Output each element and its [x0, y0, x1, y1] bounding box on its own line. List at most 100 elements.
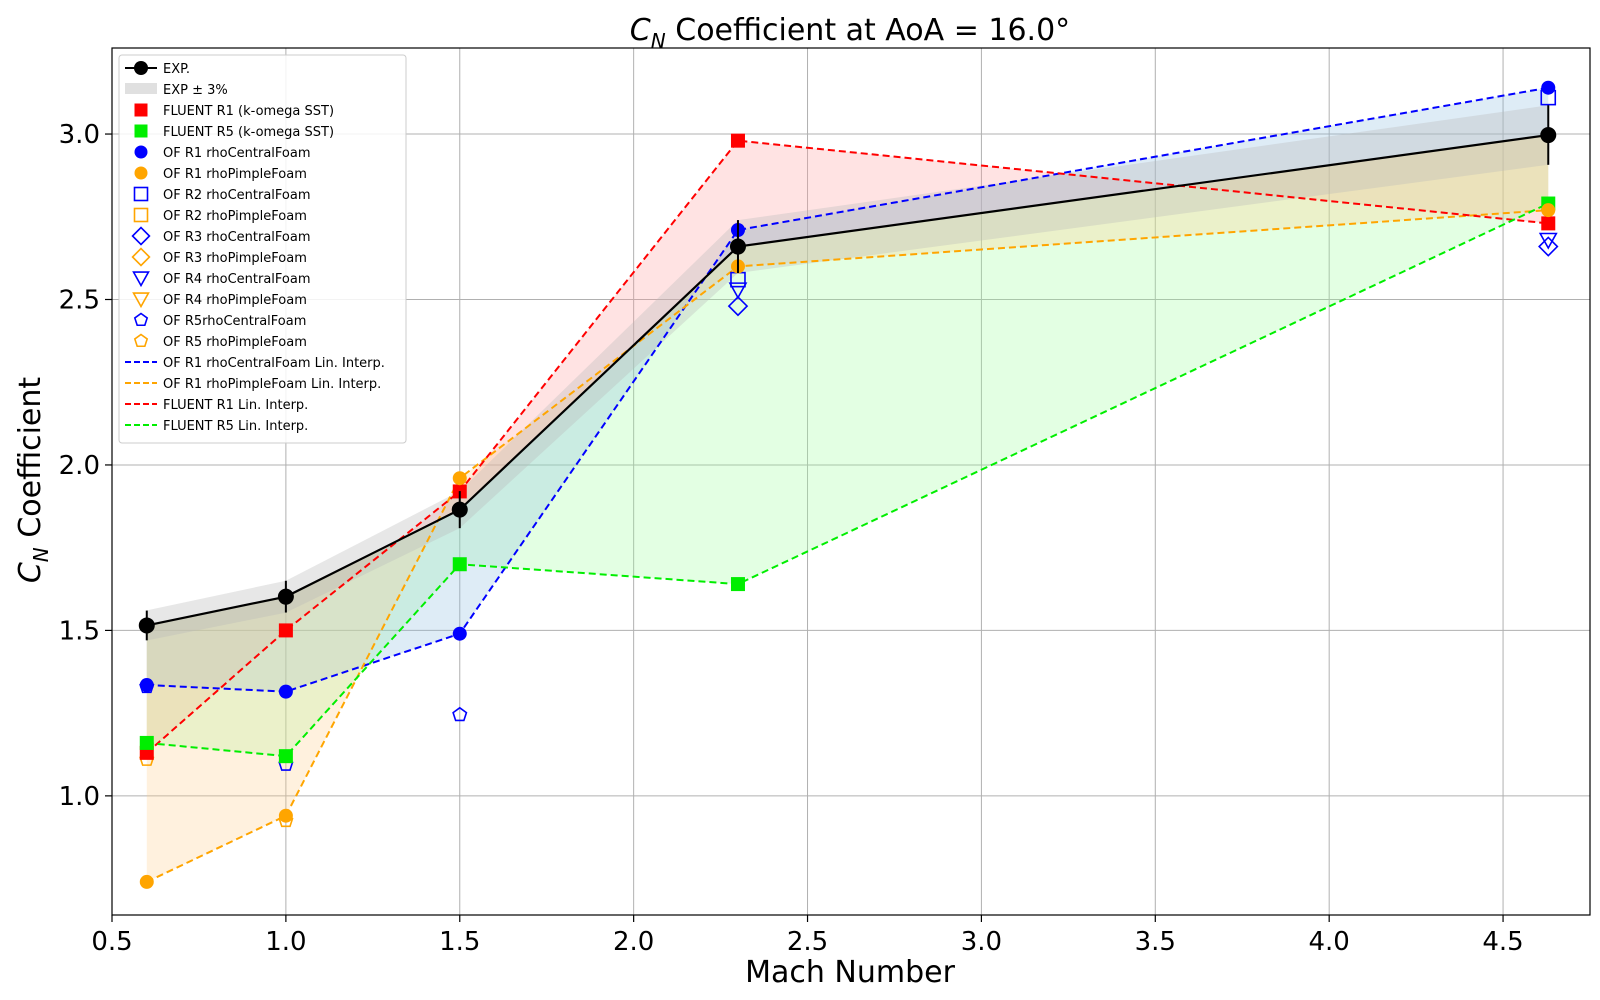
legend-label: FLUENT R5 (k-omega SST) — [163, 125, 334, 140]
legend-entry: EXP ± 3% — [125, 83, 228, 98]
legend-entry: FLUENT R5 (k-omega SST) — [134, 124, 334, 140]
chart-title-rest: Coefficient at AoA = 16.0° — [666, 13, 1070, 48]
legend-swatch-marker — [134, 61, 148, 75]
marker-of_r1_central — [278, 684, 293, 699]
exp-marker — [138, 617, 155, 634]
x-tick-label: 4.5 — [1482, 927, 1523, 957]
legend-entry: OF R4 rhoPimpleFoam — [132, 292, 307, 309]
legend-label: OF R1 rhoCentralFoam Lin. Interp. — [163, 356, 385, 371]
legend-entry: OF R1 rhoPimpleFoam Lin. Interp. — [125, 377, 381, 392]
legend-label: OF R4 rhoPimpleFoam — [163, 293, 307, 308]
marker-fluent_r1 — [278, 623, 293, 638]
legend-swatch-marker — [132, 271, 150, 288]
marker-of_r4_central — [1538, 232, 1558, 250]
legend-entry: FLUENT R5 Lin. Interp. — [125, 419, 308, 434]
marker-fluent_r5 — [278, 749, 293, 764]
legend-label: OF R1 rhoPimpleFoam Lin. Interp. — [163, 377, 381, 392]
exp-marker — [729, 238, 746, 255]
marker-fluent_r1 — [1541, 216, 1556, 231]
marker-of_r1_pimple — [452, 471, 467, 486]
legend-label: OF R4 rhoCentralFoam — [163, 272, 311, 287]
marker-of_r1_central — [452, 626, 467, 641]
x-tick-label: 4.0 — [1308, 927, 1349, 957]
legend-swatch-marker — [131, 226, 151, 246]
marker-of_r5_central — [452, 706, 468, 722]
fill-exp-vs-fluent_r1 — [146, 135, 1549, 753]
legend-swatch-marker — [134, 103, 148, 117]
legend-label: OF R2 rhoCentralFoam — [163, 188, 311, 203]
marker-of_r1_pimple — [1541, 203, 1556, 218]
series-markers — [138, 80, 1559, 889]
x-tick-label: 2.5 — [787, 927, 828, 957]
legend-entry: OF R1 rhoCentralFoam — [134, 145, 311, 161]
legend-label: FLUENT R1 (k-omega SST) — [163, 104, 334, 119]
legend-box — [118, 54, 407, 444]
marker-of_r3_central — [1538, 236, 1559, 257]
y-tick-label: 1.5 — [59, 616, 100, 646]
legend-label: OF R3 rhoCentralFoam — [163, 230, 311, 245]
x-tick-label: 1.0 — [265, 927, 306, 957]
x-axis-title: Mach Number — [745, 955, 955, 990]
y-axis-title-rest: Coefficient — [13, 377, 48, 548]
marker-fluent_r1 — [730, 133, 745, 148]
marker-of_r1_central — [139, 678, 154, 693]
x-tick-label: 3.5 — [1135, 927, 1176, 957]
y-axis-title: CN Coefficient — [13, 377, 53, 584]
legend-entry: OF R1 rhoCentralFoam Lin. Interp. — [125, 356, 385, 371]
legend-swatch-marker — [133, 312, 149, 327]
legend-label: OF R5 rhoPimpleFoam — [163, 335, 307, 350]
legend-label: EXP ± 3% — [163, 83, 228, 98]
legend-entry: OF R2 rhoPimpleFoam — [133, 207, 307, 224]
legend-entry: OF R4 rhoCentralFoam — [132, 271, 311, 288]
legend-label: OF R1 rhoPimpleFoam — [163, 167, 307, 182]
legend-label: FLUENT R1 Lin. Interp. — [163, 398, 308, 413]
chart-title: CN Coefficient at AoA = 16.0° — [630, 13, 1070, 53]
marker-of_r3_central — [727, 295, 749, 317]
legend-entry: FLUENT R1 (k-omega SST) — [134, 103, 334, 119]
legend-label: OF R3 rhoPimpleFoam — [163, 251, 307, 266]
exp-marker — [451, 501, 468, 518]
legend-swatch-marker — [131, 247, 151, 267]
legend-swatch-marker — [134, 145, 148, 159]
legend: EXP. EXP ± 3% FLUENT R1 (k-omega SST) FLUEN… — [118, 54, 407, 444]
legend-entry: OF R5rhoCentralFoam — [133, 312, 306, 329]
fill-exp-vs-of_r1_central — [146, 87, 1549, 692]
legend-swatch-marker — [133, 333, 149, 348]
x-tick-label: 2.0 — [613, 927, 654, 957]
marker-fluent_r5 — [730, 577, 745, 592]
legend-label: OF R5rhoCentralFoam — [163, 314, 306, 329]
exp-band — [146, 105, 1549, 641]
chart-title-sub: N — [651, 29, 666, 53]
x-tick-label: 1.5 — [439, 927, 480, 957]
marker-of_r1_pimple — [139, 874, 154, 889]
legend-entry: FLUENT R1 Lin. Interp. — [125, 398, 308, 413]
legend-entry: OF R3 rhoCentralFoam — [131, 226, 311, 246]
y-tick-label: 2.5 — [59, 285, 100, 315]
legend-entry: OF R3 rhoPimpleFoam — [131, 247, 307, 267]
y-tick-label: 3.0 — [59, 120, 100, 150]
marker-of_r4_central — [728, 282, 748, 300]
legend-swatch-marker — [132, 292, 150, 309]
legend-label: OF R2 rhoPimpleFoam — [163, 209, 307, 224]
y-axis-title-main: C — [13, 562, 48, 583]
legend-entry: EXP. — [125, 61, 190, 77]
exp-marker — [1540, 127, 1557, 144]
chart-title-main: C — [630, 13, 651, 48]
marker-of_r1_central — [1541, 80, 1556, 95]
marker-of_r1_pimple — [278, 808, 293, 823]
axis-ticks: 0.5 1.0 1.5 2.0 2.5 3.0 3.5 4.0 4.5 1.0 1.5 2.0 2.5 3… — [59, 120, 1524, 957]
legend-swatch-marker — [134, 166, 148, 180]
legend-entry: OF R5 rhoPimpleFoam — [133, 333, 307, 350]
marker-fluent_r5 — [452, 557, 467, 572]
legend-entry: OF R1 rhoPimpleFoam — [134, 166, 307, 182]
x-tick-label: 3.0 — [961, 927, 1002, 957]
y-tick-label: 1.0 — [59, 782, 100, 812]
fill-exp-vs-fluent_r5 — [146, 135, 1549, 757]
legend-entry: OF R2 rhoCentralFoam — [133, 186, 311, 203]
y-tick-label: 2.0 — [59, 451, 100, 481]
legend-label: OF R1 rhoCentralFoam — [163, 146, 311, 161]
marker-fluent_r5 — [139, 735, 154, 750]
legend-swatch-marker — [133, 186, 149, 202]
legend-swatch-band — [125, 83, 157, 94]
